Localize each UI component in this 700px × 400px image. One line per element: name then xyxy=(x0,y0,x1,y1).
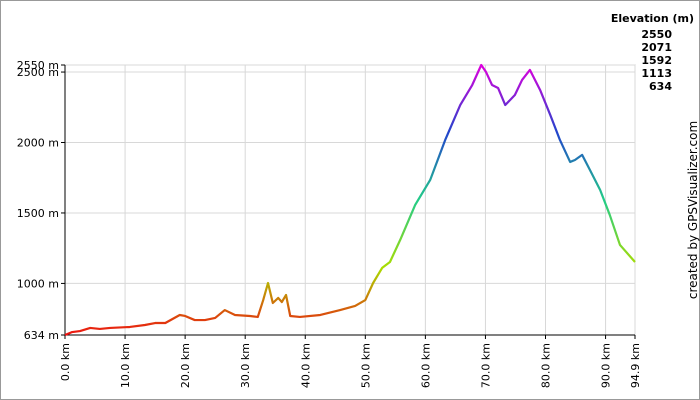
x-tick-label: 70.0 km xyxy=(479,343,492,388)
x-tick-label: 90.0 km xyxy=(600,343,613,388)
y-tick-label: 1500 m xyxy=(17,207,59,220)
legend-value: 1592 xyxy=(641,54,672,67)
y-tick-label: 2500 m xyxy=(17,66,59,79)
y-tick-label: 1000 m xyxy=(17,277,59,290)
plot-area xyxy=(64,64,636,336)
legend-value: 2550 xyxy=(641,28,672,41)
elevation-line xyxy=(64,63,636,337)
x-tick-label: 0.0 km xyxy=(59,343,72,381)
y-tick-label: 2550 m xyxy=(17,59,59,72)
x-tick-label: 50.0 km xyxy=(359,343,372,388)
x-tick-label: 40.0 km xyxy=(299,343,312,388)
x-tick-label: 20.0 km xyxy=(179,343,192,388)
x-tick-label: 94.9 km xyxy=(629,343,642,388)
x-tick-label: 10.0 km xyxy=(119,343,132,388)
legend-title: Elevation (m) xyxy=(611,12,694,25)
legend-value: 1113 xyxy=(641,67,672,80)
x-tick-label: 80.0 km xyxy=(540,343,553,388)
x-tick-label: 30.0 km xyxy=(239,343,252,388)
x-tick-label: 60.0 km xyxy=(419,343,432,388)
y-tick-label: 2000 m xyxy=(17,137,59,150)
legend-value: 2071 xyxy=(641,41,672,54)
legend-value: 634 xyxy=(649,80,672,93)
credit: created by GPSVisualizer.com xyxy=(686,121,700,299)
y-tick-label: 634 m xyxy=(24,329,59,342)
